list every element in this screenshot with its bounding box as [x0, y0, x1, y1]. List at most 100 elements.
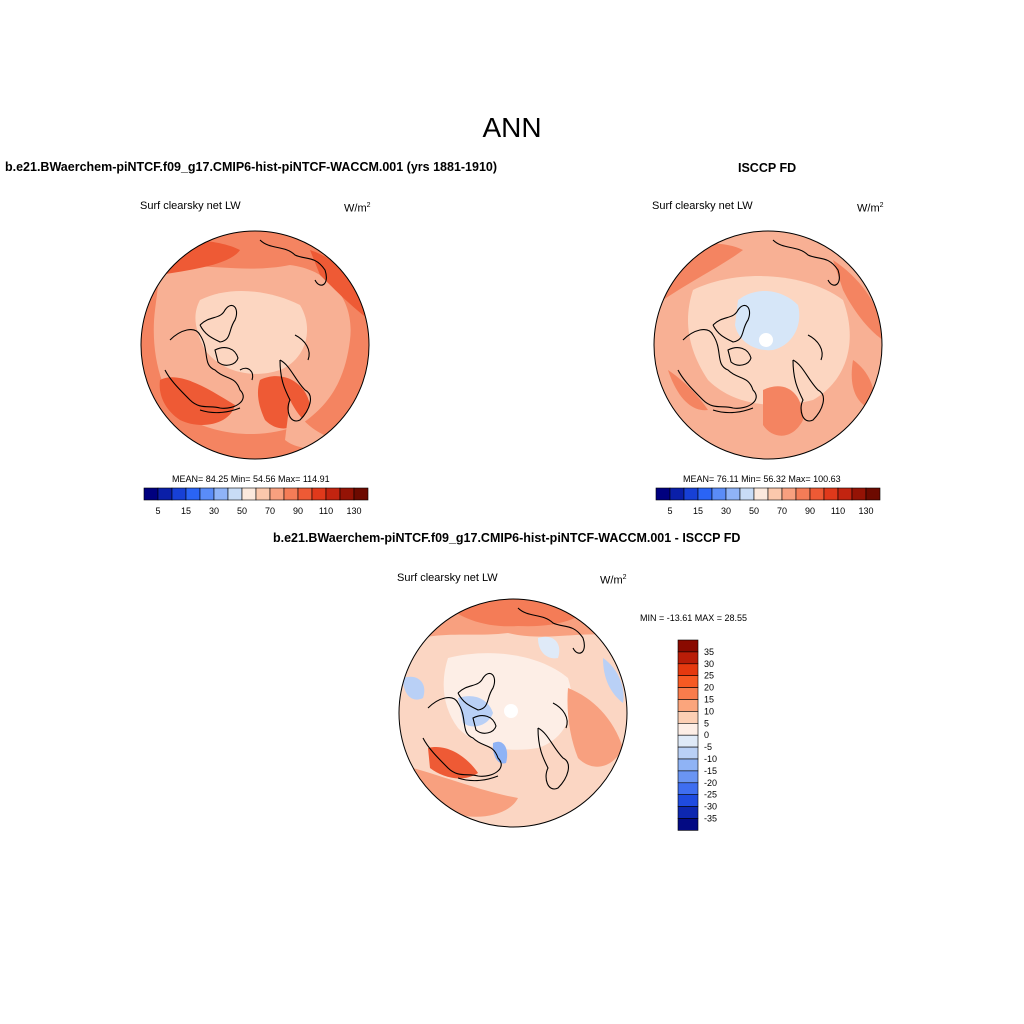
colorbar-tick-label: 30: [704, 659, 714, 669]
colorbar-tick-label: 90: [293, 506, 303, 516]
colorbar-box: [157, 487, 173, 501]
contour-neg-4: [492, 741, 508, 764]
colorbar-tick-label: -10: [704, 754, 717, 764]
map-boundary: [398, 598, 628, 828]
colorbar-tick-label: 70: [265, 506, 275, 516]
panel3-units: W/m2: [600, 574, 627, 587]
colorbar-box: [677, 818, 699, 831]
panel2-units: W/m2: [857, 202, 884, 215]
colorbar-box: [339, 487, 355, 501]
colorbar-box: [143, 487, 159, 501]
colorbar-box: [711, 487, 727, 501]
panel1-map: [140, 230, 370, 460]
colorbar-box: [297, 487, 313, 501]
colorbar-box: [677, 711, 699, 724]
colorbar-box: [269, 487, 285, 501]
panel1-units: W/m2: [344, 202, 371, 215]
colorbar-tick-label: 15: [181, 506, 191, 516]
contour-neg-3: [603, 658, 624, 703]
colorbar-tick-label: 25: [704, 671, 714, 681]
colorbar-box: [683, 487, 699, 501]
colorbar-tick-label: 110: [319, 506, 333, 516]
colorbar-box: [753, 487, 769, 501]
panel1-stats: MEAN= 84.25 Min= 54.56 Max= 114.91: [172, 474, 330, 484]
colorbar-box: [669, 487, 685, 501]
colorbar-tick-label: -15: [704, 766, 717, 776]
contour-warm-2: [833, 260, 882, 340]
colorbar-tick-label: 15: [693, 506, 703, 516]
contour-warm-3: [763, 386, 803, 436]
colorbar-tick-label: 5: [155, 506, 160, 516]
colorbar-box: [781, 487, 797, 501]
panel3-map: [398, 598, 628, 828]
colorbar-tick-label: 5: [667, 506, 672, 516]
missing-data-pole: [504, 704, 518, 718]
colorbar-box: [677, 770, 699, 784]
colorbar-box: [809, 487, 825, 501]
colorbar-tick-label: 15: [704, 695, 714, 705]
map-boundary: [140, 230, 370, 460]
panel1-variable-label: Surf clearsky net LW: [140, 200, 241, 212]
colorbar-tick-label: -30: [704, 802, 717, 812]
colorbar-box: [185, 487, 201, 501]
colorbar-box: [227, 487, 243, 501]
panel3-variable-label: Surf clearsky net LW: [397, 572, 498, 584]
colorbar-box: [767, 487, 783, 501]
colorbar-tick-label: 90: [805, 506, 815, 516]
colorbar-tick-label: 35: [704, 647, 714, 657]
colorbar-box: [677, 782, 699, 796]
colorbar-box: [823, 487, 839, 501]
coastlines: [677, 239, 840, 422]
colorbar-tick-label: -5: [704, 742, 712, 752]
colorbar-box: [353, 487, 369, 501]
colorbar-tick-label: -35: [704, 814, 717, 824]
colorbar-box: [255, 487, 271, 501]
panel3-stats: MIN = -13.61 MAX = 28.55: [640, 613, 748, 623]
colorbar-box: [677, 699, 699, 712]
colorbar-box: [677, 746, 699, 760]
colorbar-tick-label: 50: [237, 506, 247, 516]
colorbar-box: [171, 487, 187, 501]
colorbar-box: [655, 487, 671, 501]
main-title: ANN: [482, 112, 542, 143]
map-boundary: [653, 230, 883, 460]
contour-neg-2: [403, 676, 425, 700]
colorbar-box: [283, 487, 299, 501]
colorbar-tick-label: 50: [749, 506, 759, 516]
colorbar-tick-label: 10: [704, 706, 714, 716]
panel2-map: [653, 230, 883, 460]
colorbar-box: [739, 487, 755, 501]
panel2-variable-label: Surf clearsky net LW: [652, 200, 753, 212]
colorbar-tick-label: 30: [721, 506, 731, 516]
contour-neg-5: [538, 636, 560, 659]
colorbar-box: [325, 487, 341, 501]
contour-strong-4: [310, 250, 369, 320]
colorbar-box: [837, 487, 853, 501]
colorbar-tick-label: 70: [777, 506, 787, 516]
panel3-title: b.e21.BWaerchem-piNTCF.f09_g17.CMIP6-his…: [273, 531, 741, 545]
colorbar-tick-label: 130: [858, 506, 873, 516]
colorbar-box: [795, 487, 811, 501]
colorbar-box: [851, 487, 867, 501]
colorbar-box: [199, 487, 215, 501]
colorbar-box: [677, 723, 699, 736]
colorbar-box: [677, 806, 699, 819]
panel2-title: ISCCP FD: [738, 161, 797, 175]
colorbar-box: [677, 639, 699, 653]
colorbar-box: [213, 487, 229, 501]
contour-warm-5: [668, 370, 708, 411]
colorbar-tick-label: 5: [704, 718, 709, 728]
colorbar-tick-label: 110: [831, 506, 845, 516]
contour-blue: [735, 290, 800, 351]
colorbar-tick-label: -25: [704, 790, 717, 800]
colorbar-box: [677, 663, 699, 676]
missing-data-pole: [759, 333, 773, 347]
colorbar-box: [677, 734, 699, 748]
colorbar-tick-label: 30: [209, 506, 219, 516]
colorbar-box: [311, 487, 327, 501]
colorbar-box: [677, 794, 699, 807]
colorbar-box: [677, 675, 699, 688]
colorbar-tick-label: 0: [704, 730, 709, 740]
panel1-colorbar: 5 15 30 50 70 90 110 130: [143, 487, 369, 516]
